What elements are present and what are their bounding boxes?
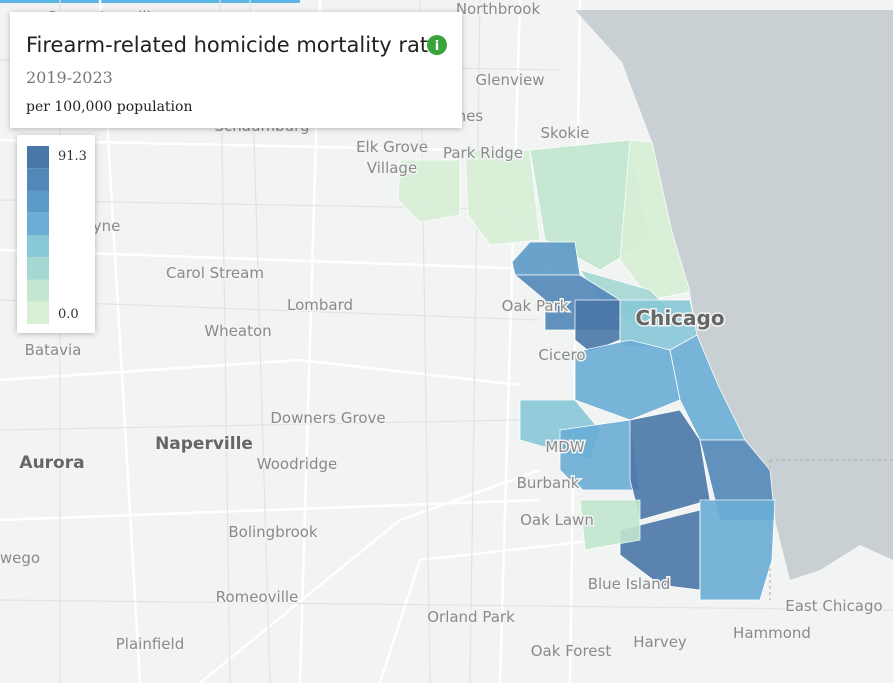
title-card: Firearm-related homicide mortality rate … [10,12,462,128]
community-areas [397,139,776,601]
place-label: wego [0,549,40,567]
place-label: Lombard [287,296,353,314]
place-label: Romeoville [216,588,299,606]
place-label: Batavia [25,341,82,359]
place-label: Oak Forest [531,642,612,660]
legend-swatch [27,212,49,235]
place-label: Northbrook [456,0,541,18]
place-label: East Chicago [785,597,882,615]
place-label: Orland Park [427,608,515,626]
legend-swatch [27,257,49,280]
place-label: Burbank [517,474,580,492]
place-label: Cicero [538,346,585,364]
place-labels: CarpentersvilleNorthbrookGlenviewMount P… [0,0,884,662]
legend: 91.3 0.0 [17,135,95,333]
unit: per 100,000 population [26,99,192,115]
legend-swatch [27,301,49,324]
place-label: Skokie [541,124,590,142]
card [10,12,462,128]
legend-swatch [27,235,49,258]
top-tab [0,0,300,3]
place-label: Blue Island [588,575,671,593]
place-label: Aurora [19,453,84,473]
place-label: Plainfield [116,635,184,653]
place-label: Carol Stream [166,264,264,282]
place-label: Naperville [155,434,253,454]
place-label: Bolingbrook [228,523,318,541]
place-label: Park Ridge [443,144,523,162]
place-label: Elk Grove [356,138,428,156]
legend-swatch [27,168,49,191]
legend-max: 91.3 [58,149,87,164]
place-label: Harvey [633,633,687,651]
place-label: Chicago [635,306,724,330]
place-label: MDW [545,438,584,456]
place-label: Hammond [733,624,811,642]
subtitle: 2019-2023 [26,68,113,87]
legend-swatch [27,279,49,302]
legend-swatch [27,146,49,169]
legend-min: 0.0 [58,307,79,322]
title: Firearm-related homicide mortality rate [26,33,441,57]
place-label: Village [367,159,417,177]
state-border [769,459,893,600]
info-glyph: i [435,39,439,54]
place-label: Woodridge [257,455,337,473]
info-icon[interactable] [427,35,447,55]
place-label: Wheaton [204,322,271,340]
place-label: Glenview [475,71,544,89]
legend-swatch [27,190,49,213]
place-label: Oak Lawn [520,511,594,529]
place-label: Oak Park [502,297,569,315]
place-label: Downers Grove [270,409,385,427]
